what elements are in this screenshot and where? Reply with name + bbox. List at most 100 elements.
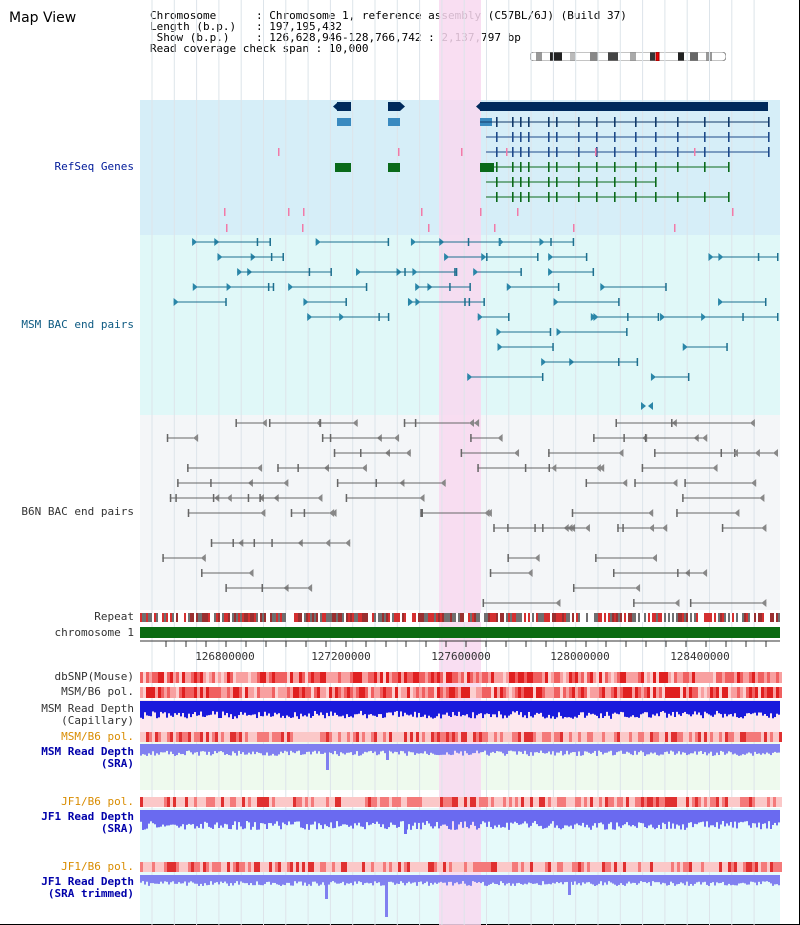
depth-bar [300,744,302,755]
chromosome-ideogram[interactable] [530,52,726,61]
depth-bar [424,875,426,884]
depth-bar [234,744,236,754]
repeat-block [190,613,192,622]
heat-cell [482,797,485,807]
depth-bar [424,701,426,715]
repeat-block [148,613,150,622]
heat-cell [518,862,521,872]
bac-end-tick [270,253,273,261]
depth-bar [564,875,566,883]
depth-bar [524,701,526,716]
repeat-block [762,613,764,622]
heat-cell [650,797,653,807]
heat-cell [368,862,371,872]
depth-bar [738,701,740,718]
depth-bar [430,875,432,883]
depth-bar [754,810,756,824]
depth-bar [458,810,460,825]
exon [614,162,616,172]
depth-bar [306,744,308,752]
depth-bar [454,701,456,716]
depth-bar [142,744,144,755]
bac-end-tick [622,524,624,532]
heat-cell [674,797,677,807]
heat-cell [449,672,452,683]
depth-bar [156,810,158,828]
depth-bar [342,875,344,882]
depth-bar [180,744,182,755]
depth-bar [274,875,276,883]
heat-cell [410,732,413,742]
heat-cell [461,672,464,683]
depth-bar [778,810,780,823]
bac-end-marker [651,554,657,562]
heat-cell [530,672,533,683]
repeat-block [356,613,358,622]
depth-bar [652,701,654,715]
depth-bar [470,744,472,755]
bac-end-marker [484,509,490,517]
heat-cell [431,672,434,683]
heat-cell [236,672,239,683]
depth-bar [394,744,396,752]
heat-cell [398,672,401,683]
depth-bar [368,875,370,884]
bac-end-tick [460,449,463,457]
depth-bar [152,744,154,752]
depth-bar [760,744,762,755]
depth-bar [622,810,624,826]
depth-bar [246,701,248,716]
snp-marker [595,148,597,156]
depth-bar [534,744,536,753]
heat-cell [308,732,311,742]
depth-bar [306,701,308,717]
heat-cell [188,862,191,872]
heat-cell [500,732,503,742]
repeat-block [600,613,602,622]
depth-bar [140,744,142,756]
b6n-bac-label: B6N BAC end pairs [21,505,134,518]
heat-cell [671,797,674,807]
heat-cell [491,687,494,698]
repeat-block [722,613,724,622]
heat-cell [179,732,182,742]
repeat-block [724,613,726,622]
coverage-span-line: Read coverage check span : 10,000 [150,42,369,55]
heat-cell [287,732,290,742]
repeat-block [546,613,548,622]
heat-cell [641,672,644,683]
repeat-block [510,613,512,622]
bac-end-tick [235,419,237,427]
depth-bar [656,744,658,755]
heat-cell [683,862,686,872]
exon [520,192,522,202]
depth-bar [452,701,454,712]
depth-bar [758,875,760,882]
repeat-block [512,613,514,622]
heat-cell [314,797,317,807]
depth-bar [612,701,614,714]
heat-cell [662,732,665,742]
heat-cell [710,672,713,683]
axis-tick-label: 128400000 [670,650,730,663]
depth-bar [174,701,176,714]
repeat-block [406,613,408,622]
heat-cell [707,687,710,698]
depth-bar [692,875,694,886]
heat-cell [524,797,527,807]
depth-bar [738,875,740,884]
snp-marker [494,224,496,232]
heat-cell [371,687,374,698]
heat-cell [647,862,650,872]
depth-bar [770,744,772,756]
heat-cell [272,797,275,807]
heat-cell [338,862,341,872]
depth-bar [428,875,430,886]
depth-bar [446,810,448,826]
heat-cell [431,797,434,807]
heat-cell [185,797,188,807]
heat-cell [650,862,653,872]
exon [768,117,770,127]
heat-cell [590,672,593,683]
